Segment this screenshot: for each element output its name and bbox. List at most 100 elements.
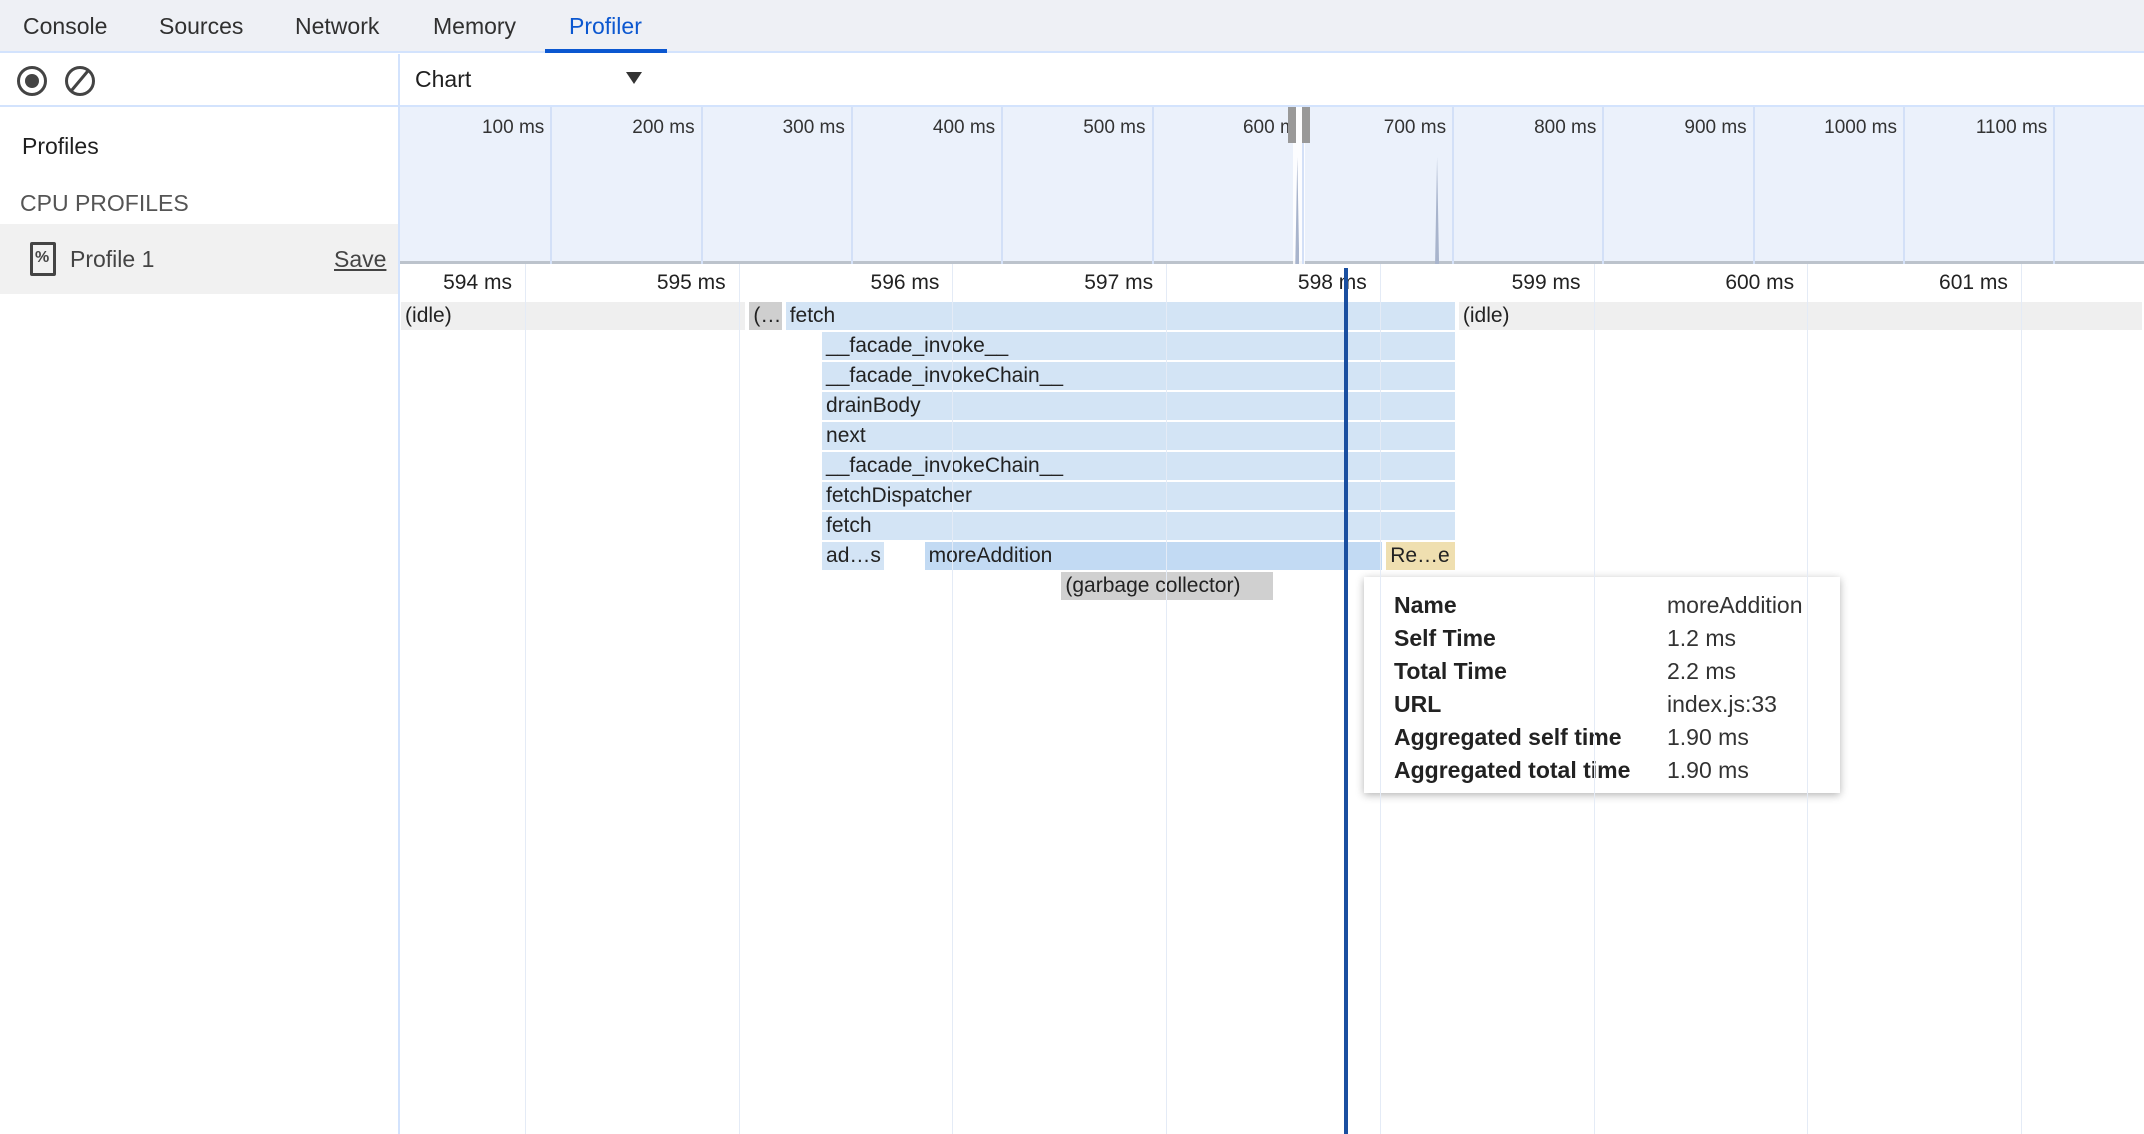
ruler-gridline xyxy=(1166,264,1168,1134)
save-profile-link[interactable]: Save xyxy=(334,246,387,272)
ruler-tick-label: 600 ms xyxy=(1725,271,1795,294)
flame-block[interactable]: drainBody xyxy=(822,392,1455,420)
tooltip-row: Self Time 1.2 ms xyxy=(1394,622,1840,655)
overview-tick-label: 500 ms xyxy=(1083,117,1146,138)
overview-gridline xyxy=(700,107,703,264)
timeline-overview[interactable]: 100 ms 200 ms 300 ms 400 ms 500 ms 600 m 700 m… xyxy=(400,107,2144,264)
flame-block[interactable]: moreAddition xyxy=(924,542,1383,570)
overview-gridline xyxy=(1151,107,1154,264)
overview-tick-label: 300 ms xyxy=(782,117,845,138)
tooltip-value: 1.90 ms xyxy=(1667,757,1749,783)
profiles-heading: Profiles xyxy=(22,133,99,159)
tooltip-row: Aggregated total time 1.90 ms xyxy=(1394,754,1840,787)
ruler-gridline xyxy=(1379,264,1381,1134)
overview-tick-label: 1100 ms xyxy=(1975,117,2048,138)
ruler-tick-label: 595 ms xyxy=(656,271,726,294)
overview-tick-label: 1000 ms xyxy=(1824,117,1897,138)
active-tab-indicator xyxy=(545,49,667,53)
panel-tab-bar: Console Sources Network Memory Profiler xyxy=(0,0,2144,53)
record-icon[interactable] xyxy=(17,66,47,96)
flame-block[interactable]: (idle) xyxy=(401,302,746,330)
sidebar-divider[interactable] xyxy=(398,54,400,1134)
tooltip-key: Self Time xyxy=(1394,625,1496,651)
tooltip-key: Name xyxy=(1394,592,1457,618)
overview-tick-label: 800 ms xyxy=(1534,117,1597,138)
ruler-tick-label: 601 ms xyxy=(1939,271,2008,294)
overview-gridline xyxy=(1001,107,1004,264)
selection-handle-right[interactable] xyxy=(1301,107,1310,143)
flame-block[interactable]: __facade_invoke__ xyxy=(822,332,1455,360)
flame-block[interactable]: (… xyxy=(749,302,782,330)
flame-block[interactable]: ad…s xyxy=(822,542,885,570)
overview-tick-label: 200 ms xyxy=(632,117,695,138)
tooltip-value: index.js:33 xyxy=(1667,691,1777,717)
tooltip-row: URL index.js:33 xyxy=(1394,688,1840,721)
overview-tick-label: 100 ms xyxy=(481,117,545,138)
flame-block[interactable]: fetch xyxy=(785,302,1455,330)
ruler-gridline xyxy=(525,264,526,1134)
flame-block[interactable]: __facade_invokeChain__ xyxy=(822,452,1455,480)
tooltip-row: Aggregated self time 1.90 ms xyxy=(1394,721,1840,754)
tab-sources[interactable]: Sources xyxy=(159,13,244,39)
tooltip-value: 1.2 ms xyxy=(1667,625,1737,651)
ruler-gridline xyxy=(1593,264,1595,1134)
overview-gridline xyxy=(1602,107,1605,264)
tooltip-value: moreAddition xyxy=(1667,592,1803,618)
view-mode-select[interactable]: Chart xyxy=(415,66,472,92)
ruler-gridline xyxy=(952,264,954,1134)
tooltip-row: Total Time 2.2 ms xyxy=(1394,655,1840,688)
selection-handle-left[interactable] xyxy=(1287,107,1296,143)
ruler-gridline xyxy=(1807,264,1809,1134)
ruler-tick-label: 596 ms xyxy=(870,271,940,294)
tab-profiler[interactable]: Profiler xyxy=(569,13,642,39)
ruler-tick-label: 597 ms xyxy=(1084,271,1154,294)
tab-network[interactable]: Network xyxy=(295,13,380,39)
flame-block[interactable]: (garbage collector) xyxy=(1061,572,1274,600)
tooltip-key: Aggregated total time xyxy=(1394,757,1631,783)
flame-block[interactable]: __facade_invokeChain__ xyxy=(822,362,1455,390)
cpu-activity-spike xyxy=(1435,157,1440,264)
overview-tick-label: 400 ms xyxy=(932,117,996,138)
ruler-tick-label: 594 ms xyxy=(443,271,512,294)
overview-gridline xyxy=(2053,107,2056,264)
cpu-profiles-heading: CPU PROFILES xyxy=(20,190,189,216)
flame-block[interactable]: fetch xyxy=(822,512,1455,540)
overview-gridline xyxy=(1903,107,1905,264)
tab-memory[interactable]: Memory xyxy=(433,13,517,39)
chevron-down-icon[interactable] xyxy=(626,72,642,84)
ruler-gridline xyxy=(2020,264,2022,1134)
overview-tick-label: 700 ms xyxy=(1383,117,1447,138)
flame-block[interactable]: (idle) xyxy=(1458,302,2142,330)
tab-console[interactable]: Console xyxy=(23,13,108,39)
time-ruler: 594 ms 595 ms 596 ms 597 ms 598 ms 599 ms 600 … xyxy=(400,264,2144,302)
overview-gridline xyxy=(1752,107,1755,264)
overview-gridline xyxy=(550,107,553,264)
flame-block[interactable]: Re…e xyxy=(1386,542,1455,570)
overview-tick-label: 900 ms xyxy=(1684,117,1747,138)
profile-name[interactable]: Profile 1 xyxy=(70,246,155,272)
ruler-gridline xyxy=(738,264,740,1134)
overview-gridline xyxy=(1452,107,1455,264)
tooltip-value: 2.2 ms xyxy=(1667,658,1737,684)
clear-icon[interactable] xyxy=(65,66,95,96)
flame-block[interactable]: fetchDispatcher xyxy=(822,482,1455,510)
toolbar xyxy=(0,54,2144,107)
tooltip-key: URL xyxy=(1394,691,1442,717)
overview-gridline xyxy=(1301,107,1304,264)
tooltip-value: 1.90 ms xyxy=(1667,724,1749,750)
tooltip-row: Name moreAddition xyxy=(1394,589,1840,622)
overview-tick-label: 12 xyxy=(2078,117,2144,139)
cpu-activity-spike xyxy=(1295,157,1300,264)
sidebar-item-profile-1[interactable] xyxy=(0,224,398,294)
overview-tick-label: 600 m xyxy=(1242,117,1296,138)
flame-block[interactable]: next xyxy=(822,422,1455,450)
profile-file-icon xyxy=(30,242,56,276)
tooltip-key: Total Time xyxy=(1394,658,1507,684)
tooltip-key: Aggregated self time xyxy=(1394,724,1622,750)
cursor-line xyxy=(1343,268,1348,1134)
overview-selection-window[interactable] xyxy=(1292,107,1305,264)
overview-gridline xyxy=(850,107,853,264)
ruler-tick-label: 599 ms xyxy=(1511,271,1581,294)
flame-tooltip: Name moreAddition Self Time 1.2 ms Total Tim… xyxy=(1364,577,1840,793)
ruler-tick-label: 598 ms xyxy=(1297,271,1367,294)
